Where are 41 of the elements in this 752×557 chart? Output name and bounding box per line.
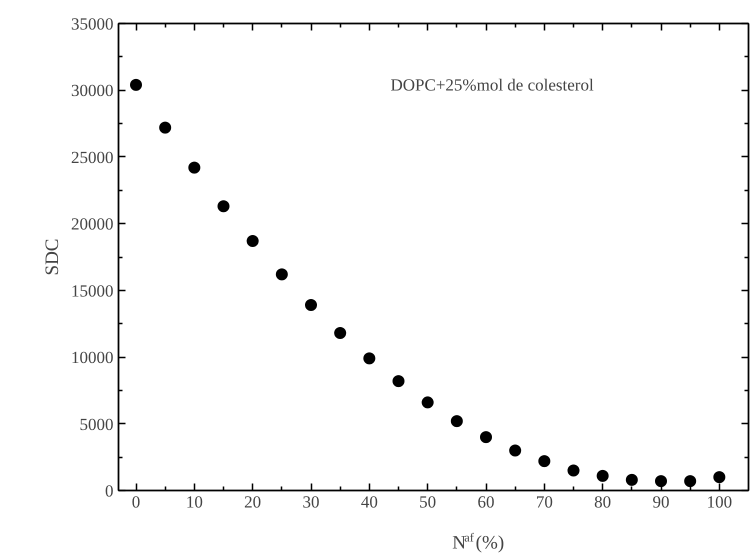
point bbox=[509, 444, 522, 456]
point bbox=[568, 464, 580, 476]
point bbox=[596, 470, 609, 482]
y-tick-label: 35000 bbox=[71, 14, 114, 34]
x-tick-label: 60 bbox=[478, 492, 494, 512]
point bbox=[246, 235, 259, 247]
point bbox=[713, 471, 726, 484]
point bbox=[538, 455, 550, 468]
y-tick-label: 20000 bbox=[71, 214, 114, 234]
x-tick-label: 90 bbox=[652, 492, 670, 512]
x-tick-label: 0 bbox=[132, 492, 140, 512]
point bbox=[392, 375, 404, 388]
y-tick-label: 15000 bbox=[71, 281, 114, 300]
point bbox=[450, 415, 463, 428]
point bbox=[276, 268, 288, 280]
x-tick-label: 100 bbox=[706, 492, 732, 512]
point bbox=[626, 474, 638, 486]
point bbox=[305, 299, 317, 312]
point bbox=[188, 162, 200, 174]
x-tick-label: 30 bbox=[302, 492, 320, 512]
y-tick-label: 30000 bbox=[71, 81, 114, 100]
point bbox=[218, 200, 230, 212]
x-tick-label: 10 bbox=[186, 492, 203, 512]
y-tick-label: 25000 bbox=[71, 148, 114, 167]
point bbox=[363, 352, 376, 364]
y-tick-label: 10000 bbox=[71, 348, 114, 368]
point bbox=[655, 475, 667, 488]
y-tick-label: 5000 bbox=[80, 414, 114, 434]
point bbox=[480, 431, 492, 444]
point bbox=[422, 396, 434, 408]
x-tick-label: 70 bbox=[536, 492, 553, 512]
point bbox=[684, 475, 696, 488]
annotation: DOPC+25%mol de colesterol bbox=[390, 76, 594, 94]
x-tick-label: 80 bbox=[594, 492, 612, 512]
x-tick-label: 50 bbox=[419, 492, 436, 512]
point bbox=[334, 327, 346, 340]
point bbox=[159, 122, 172, 134]
x-tick-label: 20 bbox=[244, 492, 262, 512]
x-tick-label: 40 bbox=[360, 492, 378, 512]
point bbox=[130, 78, 142, 91]
y-axis-title: SDC bbox=[42, 238, 63, 276]
